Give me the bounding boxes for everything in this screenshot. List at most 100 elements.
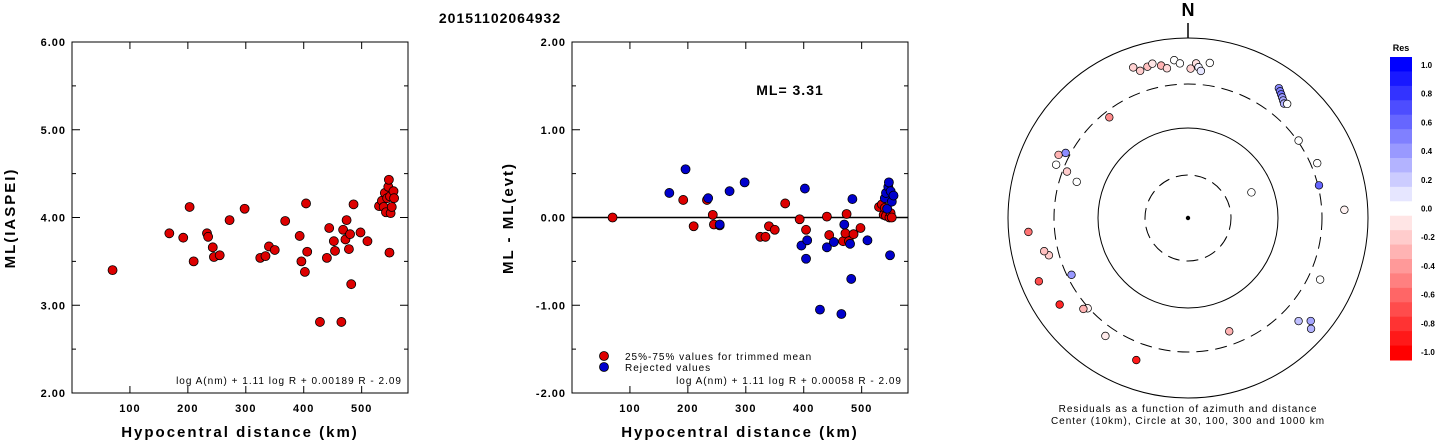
colorbar-cell (1390, 100, 1412, 116)
station-residual-point (1205, 58, 1214, 68)
data-point (184, 202, 195, 212)
rejected-point (664, 188, 675, 198)
data-point (824, 230, 835, 240)
x-tick-label: 200 (177, 403, 198, 415)
station-residual-point (1101, 331, 1110, 341)
data-point (294, 231, 305, 241)
tick-group: 100 200 300 400 500 -2.00 -1.00 0.00 1.00 2.00 (536, 37, 908, 415)
station-residual-point (1294, 316, 1303, 326)
legend-label-trimmed: 25%-75% values for trimmed mean (625, 352, 812, 363)
data-point (107, 265, 118, 276)
y-tick-label: 2.00 (541, 37, 566, 49)
station-residual-point (1247, 188, 1256, 197)
data-point (801, 224, 811, 235)
colorbar-cell (1390, 331, 1412, 347)
data-point (821, 211, 832, 222)
data-point (841, 209, 852, 219)
station-residual-point (1162, 64, 1172, 73)
points-group (1024, 56, 1349, 365)
caption-line-1: Residuals as a function of azimuth and d… (1059, 404, 1318, 415)
plot-frame (71, 41, 409, 394)
station-residual-point (1129, 63, 1138, 72)
station-residual-point (1072, 177, 1081, 186)
station-residual-point (1052, 160, 1061, 169)
data-point (341, 215, 352, 226)
data-point (688, 221, 699, 232)
station-residual-point (1054, 150, 1063, 160)
station-residual-point (1132, 355, 1141, 365)
y-tick-label: 4.00 (41, 213, 66, 225)
station-residual-point (1040, 247, 1049, 256)
colorbar-cell (1390, 215, 1412, 231)
station-residual-point (1105, 113, 1114, 122)
rejected-point (888, 190, 899, 201)
data-point (164, 228, 175, 239)
colorbar-label: 1.0 (1421, 61, 1433, 70)
tick-group: 100 200 300 400 500 2.00 3.00 4.00 5.00 6.00 (41, 37, 408, 415)
colorbar-cell (1390, 85, 1412, 101)
data-point (384, 247, 395, 258)
x-tick-label: 300 (735, 403, 756, 415)
x-tick-label: 500 (851, 403, 872, 415)
station-residual-point (1148, 59, 1157, 68)
rejected-point (821, 242, 832, 253)
x-tick-label: 100 (619, 403, 640, 415)
data-point (386, 202, 397, 212)
data-point (707, 209, 718, 220)
y-tick-label: 5.00 (41, 125, 66, 137)
data-point (362, 236, 373, 247)
x-axis-label: Hypocentral distance (km) (121, 424, 359, 441)
rejected-point (839, 219, 850, 230)
rejected-point (739, 177, 750, 188)
data-point (324, 223, 335, 233)
colorbar-label: 0.4 (1421, 147, 1433, 156)
colorbar-cell (1390, 230, 1412, 246)
x-tick-label: 300 (235, 403, 256, 415)
colorbar-label: -0.2 (1421, 233, 1435, 242)
data-point (348, 199, 359, 210)
ring-30km (1144, 174, 1232, 262)
rejected-point (802, 235, 813, 246)
data-point (280, 216, 291, 226)
y-tick-label: -2.00 (536, 388, 566, 400)
station-residual-point (1175, 59, 1185, 68)
y-tick-label: 2.00 (41, 388, 66, 400)
data-point (214, 250, 225, 261)
rejected-point (724, 186, 735, 197)
data-point (321, 252, 332, 263)
ml-annotation: ML= 3.31 (756, 82, 824, 98)
rejected-point (882, 203, 893, 214)
station-residual-point (1067, 270, 1076, 279)
rejected-point (883, 177, 894, 188)
x-tick-label: 200 (677, 403, 698, 415)
rejected-point (703, 193, 714, 204)
colorbar-cell (1390, 114, 1412, 130)
colorbar-label: -1.0 (1421, 348, 1435, 357)
colorbar-cell (1390, 143, 1412, 159)
data-point (338, 224, 349, 235)
rejected-point (680, 164, 691, 175)
polar-panel: N Residuals as a function of azimuth and… (1007, 0, 1369, 427)
colorbar-cell (1390, 186, 1412, 202)
colorbar-labels: 1.0 0.8 0.6 0.4 0.2 0.0 -0.2 -0.4 -0.6 -0.8 -1.0 (1421, 61, 1435, 357)
data-point (260, 251, 271, 262)
station-residual-point (1306, 324, 1316, 333)
data-point (760, 231, 771, 242)
colorbar-cell (1390, 302, 1412, 318)
rejected-point (836, 309, 847, 319)
chart-panel-ml-residual: 100 200 300 400 500 -2.00 -1.00 0.00 1.00 2.00 ML… (500, 37, 909, 441)
data-point (346, 279, 357, 290)
station-residual-point (1079, 304, 1088, 314)
colorbar-label: 0.0 (1421, 205, 1433, 214)
colorbar-label: 0.8 (1421, 90, 1433, 99)
data-point (328, 236, 339, 247)
station-residual-point (1340, 205, 1349, 214)
caption-line-2: Center (10km), Circle at 30, 100, 300 an… (1051, 416, 1325, 427)
station-residual-point (1062, 167, 1072, 176)
colorbar-cell (1390, 244, 1412, 260)
station-residual-point (1186, 64, 1195, 73)
data-point (855, 223, 866, 233)
data-point (355, 227, 366, 238)
figure-title: 20151102064932 (439, 10, 561, 26)
data-point (315, 317, 325, 327)
